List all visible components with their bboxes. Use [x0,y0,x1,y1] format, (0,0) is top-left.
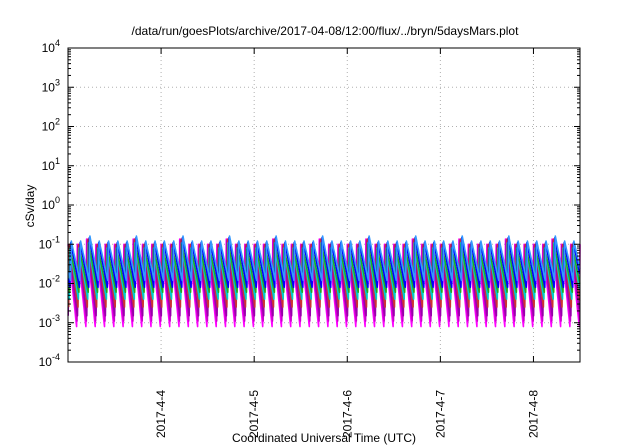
y-tick-label: 10-1 [39,234,60,251]
y-tick-label: 101 [42,156,60,173]
y-tick-label: 102 [42,117,60,134]
y-tick-label: 10-2 [39,274,60,291]
x-tick-label: 2017-4-4 [154,390,168,438]
x-tick-labels: 2017-4-4 2017-4-5 2017-4-6 2017-4-7 2017-4-8 [154,390,540,438]
series-line [68,235,581,282]
x-tick-label: 2017-4-6 [340,390,354,438]
x-tick-label: 2017-4-8 [526,390,540,438]
axis-ticks [68,47,580,363]
series-group [67,235,581,328]
y-tick-label: 100 [42,195,60,212]
x-tick-label: 2017-4-7 [433,390,447,438]
y-tick-label: 10-4 [39,352,60,369]
series-line [67,236,581,289]
x-tick-label: 2017-4-5 [247,390,261,438]
y-tick-label: 104 [42,38,60,55]
y-tick-label: 103 [42,77,60,94]
x-axis-label: Coordinated Universal Time (UTC) [232,431,416,445]
y-axis-label: cSv/day [23,185,37,228]
y-tick-label: 10-3 [39,313,60,330]
y-tick-labels: 104 103 102 101 100 10-1 10-2 10-3 10-4 [39,38,60,369]
chart-title: /data/run/goesPlots/archive/2017-04-08/1… [132,24,520,38]
